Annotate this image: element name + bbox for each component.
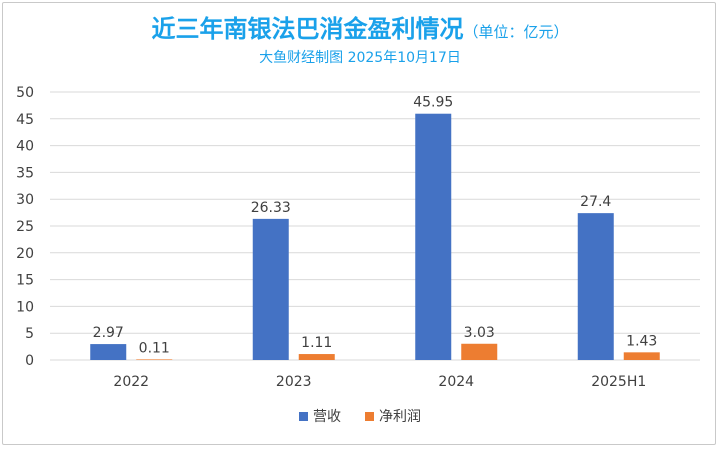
- y-tick-label: 10: [16, 299, 34, 315]
- y-tick-label: 0: [25, 353, 34, 369]
- bars: [90, 113, 660, 360]
- value-label-revenue-2022: 2.97: [93, 325, 124, 341]
- chart-subtitle: 大鱼财经制图 2025年10月17日: [259, 50, 461, 66]
- value-label-revenue-2023: 26.33: [251, 200, 291, 216]
- value-label-revenue-2024: 45.95: [413, 95, 453, 111]
- bar-revenue-2024: [415, 113, 452, 360]
- value-label-revenue-2025H1: 27.4: [580, 194, 611, 210]
- y-tick-label: 15: [16, 273, 34, 289]
- y-tick-label: 35: [16, 165, 34, 181]
- legend: 营收 净利润: [0, 406, 720, 426]
- bar-net-profit-2024: [461, 343, 498, 360]
- value-label-net-profit-2025H1: 1.43: [626, 333, 657, 349]
- bar-net-profit-2023: [298, 354, 335, 360]
- bar-revenue-2025H1: [577, 213, 614, 360]
- bar-net-profit-2022: [136, 359, 173, 360]
- y-tick-label: 25: [16, 219, 34, 235]
- bar-revenue-2023: [252, 218, 289, 360]
- value-label-net-profit-2023: 1.11: [301, 335, 332, 351]
- y-axis-ticks: 0 5 10 15 20 25 30 35 40 45 50: [16, 85, 34, 369]
- y-tick-label: 5: [25, 326, 34, 342]
- y-tick-label: 20: [16, 246, 34, 262]
- x-tick-label: 2023: [276, 374, 312, 390]
- legend-item-revenue: 营收: [299, 406, 341, 426]
- chart-title-unit: （单位：亿元）: [463, 23, 569, 41]
- bar-net-profit-2025H1: [623, 352, 660, 360]
- chart-title: 近三年南银法巴消金盈利情况（单位：亿元）: [0, 14, 720, 47]
- value-label-net-profit-2022: 0.11: [139, 340, 170, 356]
- y-tick-label: 30: [16, 192, 34, 208]
- value-labels: 2.97 0.11 26.33 1.11 45.95 3.03 27.4 1.43: [93, 95, 658, 357]
- legend-item-net-profit: 净利润: [365, 406, 421, 426]
- bar-revenue-2022: [90, 344, 127, 360]
- y-tick-label: 50: [16, 85, 34, 101]
- x-tick-label: 2025H1: [591, 374, 646, 390]
- legend-label-net-profit: 净利润: [379, 409, 421, 425]
- chart-title-main: 近三年南银法巴消金盈利情况: [151, 15, 464, 43]
- legend-label-revenue: 营收: [313, 409, 341, 425]
- x-tick-label: 2024: [438, 374, 474, 390]
- legend-swatch-revenue: [299, 411, 308, 421]
- x-axis-ticks: 2022 2023 2024 2025H1: [113, 374, 646, 390]
- x-tick-label: 2022: [113, 374, 149, 390]
- value-label-net-profit-2024: 3.03: [464, 325, 495, 341]
- legend-swatch-net-profit: [365, 411, 374, 421]
- y-tick-label: 45: [16, 112, 34, 128]
- y-tick-label: 40: [16, 139, 34, 155]
